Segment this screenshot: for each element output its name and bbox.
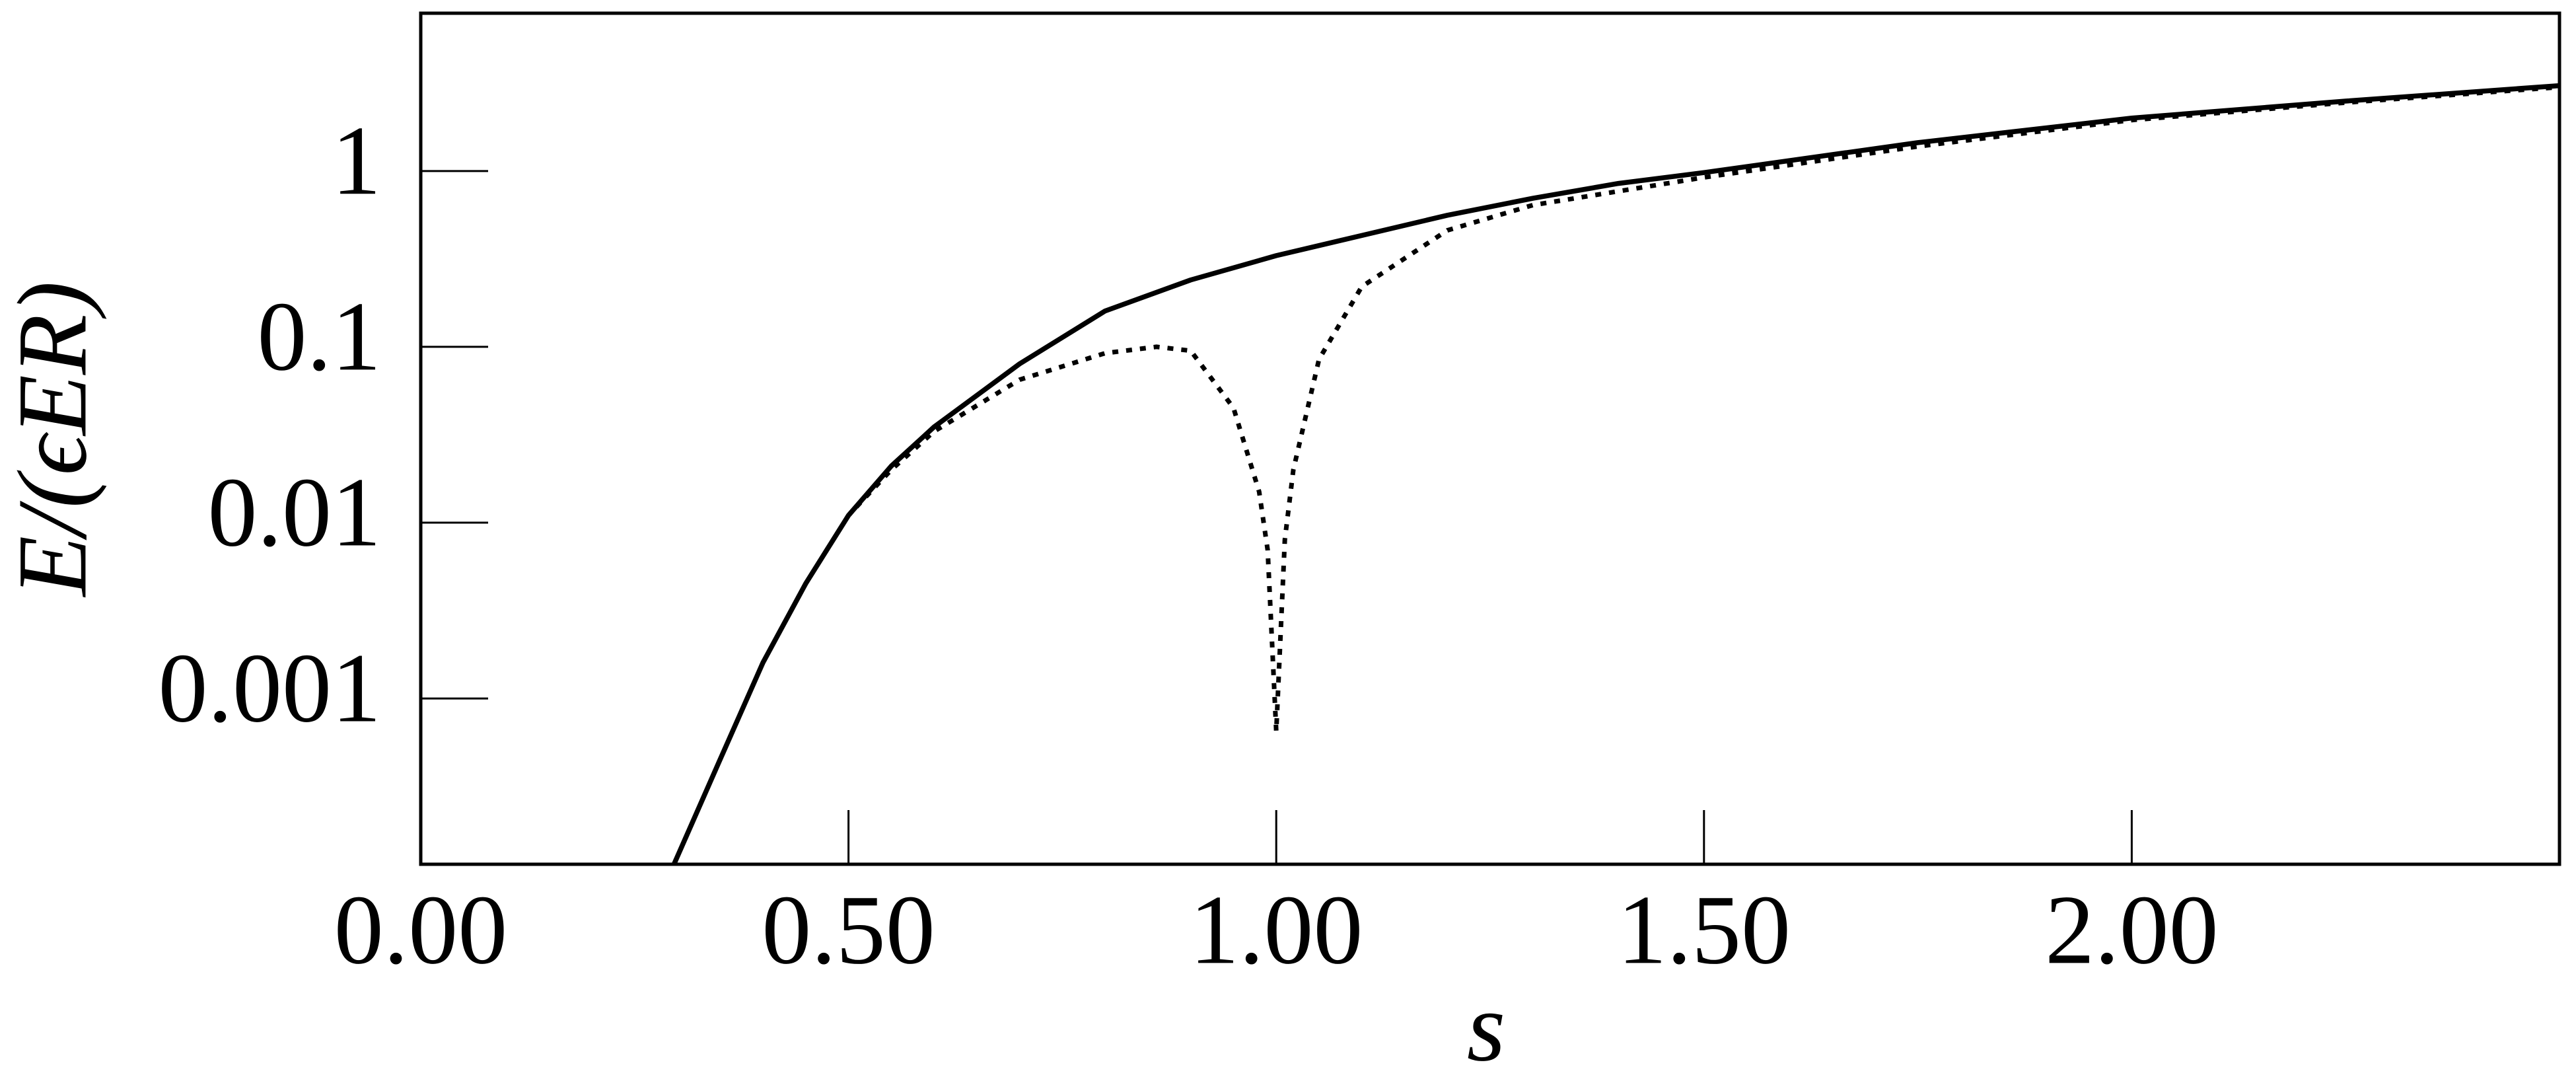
x-tick-label: 1.00 [1190,875,1363,985]
x-tick-label: 1.50 [1618,875,1791,985]
x-axis-label: s [1467,972,1505,1079]
y-tick-label: 0.01 [208,457,382,567]
x-tick-label: 0.00 [334,875,508,985]
y-tick-label: 1 [332,106,381,215]
y-tick-label: 0.1 [258,281,382,391]
y-axis-label: E/(ϵER) [0,281,107,598]
y-tick-label: 0.001 [159,633,382,743]
x-tick-label: 0.50 [762,875,935,985]
line-series [671,83,2560,866]
plot-frame [419,11,2561,866]
x-tick-label: 2.00 [2045,875,2219,985]
line-series [672,85,2560,866]
